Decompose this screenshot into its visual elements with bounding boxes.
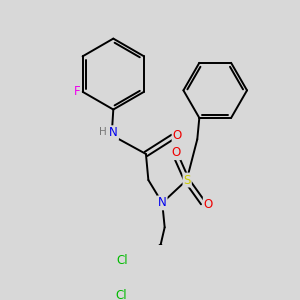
Text: O: O bbox=[172, 129, 182, 142]
Text: Cl: Cl bbox=[115, 289, 127, 300]
Text: O: O bbox=[172, 146, 181, 159]
Text: Cl: Cl bbox=[116, 254, 127, 267]
Text: O: O bbox=[204, 198, 213, 211]
Text: F: F bbox=[74, 85, 80, 98]
Text: N: N bbox=[109, 126, 118, 139]
Text: H: H bbox=[98, 127, 106, 136]
Text: N: N bbox=[158, 196, 167, 209]
Text: S: S bbox=[184, 173, 191, 187]
